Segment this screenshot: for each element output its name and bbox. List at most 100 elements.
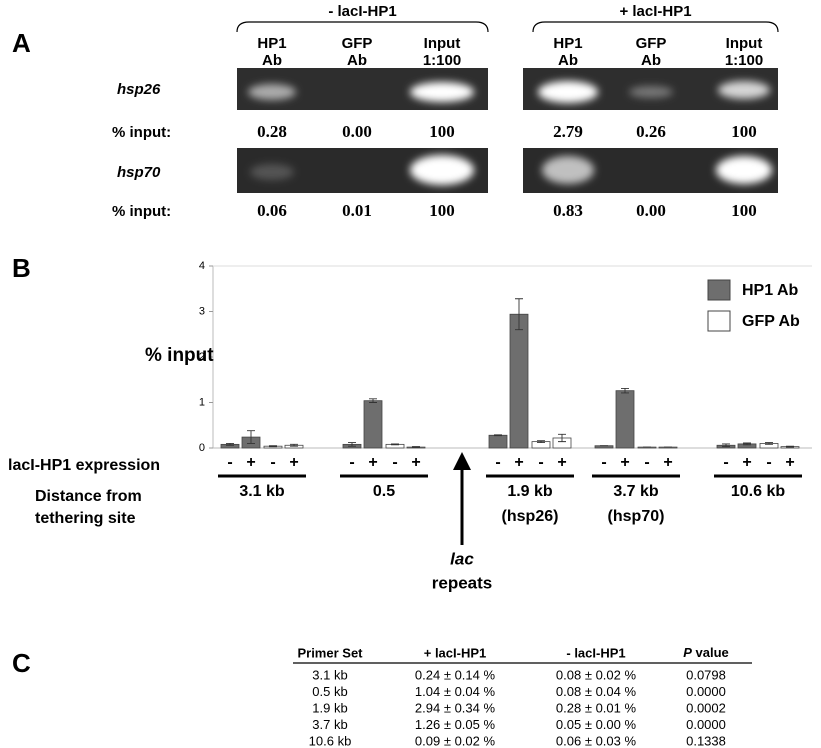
sign-label: -	[723, 454, 728, 471]
sign-label: +	[289, 454, 298, 471]
table-cell: 0.0000	[686, 684, 726, 699]
legend-swatch	[708, 311, 730, 331]
table-cell: 0.1338	[686, 733, 726, 748]
table-cell: 0.06 ± 0.03 %	[556, 733, 637, 748]
sign-label: -	[766, 454, 771, 471]
lane-label: Ab	[347, 52, 367, 69]
table-cell: 0.28 ± 0.01 %	[556, 700, 637, 715]
percent-value: 100	[429, 122, 455, 141]
table-cell: 2.94 ± 0.34 %	[415, 700, 496, 715]
p-rest: value	[696, 645, 729, 660]
sign-label: -	[392, 454, 397, 471]
annotation: repeats	[432, 573, 492, 592]
table-cell: 0.08 ± 0.02 %	[556, 667, 637, 682]
bracket	[533, 22, 778, 32]
sign-label: +	[785, 454, 794, 471]
sign-label: +	[246, 454, 255, 471]
x-tick-label: 10.6 kb	[731, 483, 785, 500]
row-label: % input:	[112, 124, 171, 141]
percent-value: 0.26	[636, 122, 666, 141]
x-sublabel: (hsp26)	[502, 508, 559, 525]
y-tick-label: 1	[199, 396, 205, 408]
arrowhead	[453, 452, 471, 470]
lane-label: GFP	[342, 35, 373, 52]
row-label: tethering site	[35, 510, 136, 527]
table-cell: 3.1 kb	[312, 667, 347, 682]
y-tick-label: 3	[199, 305, 205, 317]
table-header: - lacI-HP1	[566, 645, 625, 660]
table-header: Primer Set	[297, 645, 363, 660]
table-cell: 0.0000	[686, 717, 726, 732]
percent-value: 100	[731, 201, 757, 220]
legend-swatch	[708, 280, 730, 300]
percent-value: 0.00	[342, 122, 372, 141]
bracket	[237, 22, 488, 32]
sign-label: +	[620, 454, 629, 471]
sign-label: -	[644, 454, 649, 471]
lane-label: HP1	[257, 35, 286, 52]
percent-value: 100	[731, 122, 757, 141]
x-tick-label: 0.5	[373, 483, 395, 500]
figure: A- lacI-HP1HP1AbGFPAbInput1:100+ lacI-HP…	[0, 0, 821, 748]
table-cell: 3.7 kb	[312, 717, 347, 732]
sign-label: +	[663, 454, 672, 471]
sign-label: -	[227, 454, 232, 471]
table-cell: 0.5 kb	[312, 684, 347, 699]
x-tick-label: 3.7 kb	[613, 483, 659, 500]
sign-label: +	[557, 454, 566, 471]
gels	[237, 68, 778, 193]
percent-value: 0.01	[342, 201, 372, 220]
bar	[489, 435, 507, 448]
bar	[510, 314, 528, 448]
sign-label: +	[411, 454, 420, 471]
row-label: Distance from	[35, 488, 142, 505]
table-cell: 1.26 ± 0.05 %	[415, 717, 496, 732]
lane-label: Ab	[558, 52, 578, 69]
percent-value: 0.83	[553, 201, 583, 220]
sign-label: +	[368, 454, 377, 471]
x-sublabel: (hsp70)	[608, 508, 665, 525]
y-tick-label: 0	[199, 442, 205, 454]
p-italic: P	[683, 645, 692, 660]
panel-label: C	[12, 648, 31, 678]
percent-value: 0.00	[636, 201, 666, 220]
sign-label: +	[742, 454, 751, 471]
legend-label: GFP Ab	[742, 313, 800, 330]
lane-label: 1:100	[423, 52, 461, 69]
y-tick-label: 4	[199, 260, 205, 272]
lane-label: 1:100	[725, 52, 763, 69]
percent-value: 100	[429, 201, 455, 220]
bar	[364, 401, 382, 448]
sign-label: -	[349, 454, 354, 471]
panel-label: A	[12, 28, 31, 58]
x-tick-label: 1.9 kb	[507, 483, 553, 500]
lane-label: HP1	[553, 35, 582, 52]
lane-label: GFP	[636, 35, 667, 52]
group-title: + lacI-HP1	[619, 3, 691, 20]
table-cell: 0.0002	[686, 700, 726, 715]
table-cell: 1.9 kb	[312, 700, 347, 715]
sign-label: +	[514, 454, 523, 471]
table-cell: 0.24 ± 0.14 %	[415, 667, 496, 682]
gene-label: hsp70	[117, 164, 161, 181]
lane-label: Input	[424, 35, 461, 52]
sign-label: -	[270, 454, 275, 471]
percent-value: 0.06	[257, 201, 287, 220]
y-axis-label: % input	[145, 345, 214, 366]
lane-label: Input	[726, 35, 763, 52]
row-label: lacI-HP1 expression	[8, 457, 160, 474]
lane-label: Ab	[262, 52, 282, 69]
table-cell: 0.0798	[686, 667, 726, 682]
sign-label: -	[601, 454, 606, 471]
table-cell: 1.04 ± 0.04 %	[415, 684, 496, 699]
table-cell: 0.09 ± 0.02 %	[415, 733, 496, 748]
gene-label: hsp26	[117, 81, 161, 98]
legend-label: HP1 Ab	[742, 282, 799, 299]
row-label: % input:	[112, 203, 171, 220]
sign-label: -	[538, 454, 543, 471]
x-tick-label: 3.1 kb	[239, 483, 285, 500]
bar	[616, 391, 634, 448]
table-cell: 0.08 ± 0.04 %	[556, 684, 637, 699]
annotation: lac	[450, 549, 474, 568]
table-cell: 0.05 ± 0.00 %	[556, 717, 637, 732]
